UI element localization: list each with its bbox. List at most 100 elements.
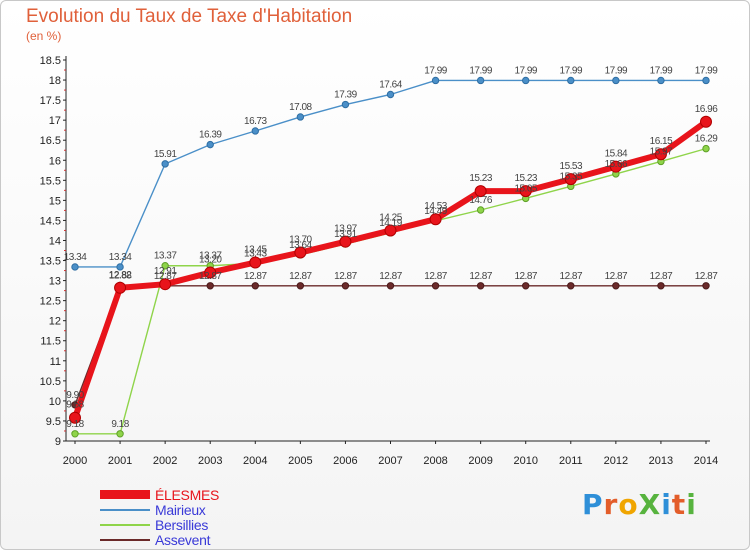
data-label-bersillies: 14.49 (424, 206, 447, 217)
x-tick-label: 2008 (423, 455, 447, 467)
data-point-mairieux (657, 76, 665, 85)
data-point-assevent (341, 282, 350, 290)
data-label-bersillies: 15.97 (650, 146, 673, 157)
x-tick-label: 2013 (649, 455, 673, 467)
legend-label-assevent: Assevent (155, 532, 211, 548)
data-point-mairieux (612, 76, 620, 85)
data-point-mairieux (341, 100, 350, 109)
y-tick-label: 16 (49, 155, 61, 167)
data-point-mairieux (702, 76, 710, 85)
y-tick-label: 17.5 (40, 95, 61, 107)
legend-swatch-mairieux (100, 509, 150, 511)
data-label-elesmes: 12.91 (154, 266, 177, 277)
data-point-elesmes (69, 411, 81, 424)
data-point-mairieux (161, 160, 169, 168)
legend-item-assevent: Assevent (100, 532, 320, 548)
data-label-bersillies: 15.35 (560, 171, 583, 182)
data-label-elesmes: 16.96 (695, 104, 718, 115)
data-point-mairieux (476, 76, 485, 85)
x-tick-label: 2011 (559, 455, 583, 467)
x-tick-label: 2009 (468, 455, 492, 467)
data-point-mairieux (251, 127, 259, 135)
data-point-mairieux (386, 90, 395, 99)
data-point-bersillies (71, 430, 79, 438)
data-label-assevent: 12.87 (379, 271, 402, 282)
series-lines (69, 76, 712, 438)
y-tick-label: 18.5 (40, 55, 61, 67)
logo-letter: t (671, 488, 687, 521)
data-label-elesmes: 15.23 (514, 173, 537, 184)
logo-letter: P (582, 488, 604, 521)
data-label-elesmes: 13.70 (289, 235, 312, 246)
logo-letter: o (618, 488, 639, 521)
data-point-mairieux (71, 263, 79, 271)
data-label-assevent: 12.87 (199, 271, 222, 282)
data-label-elesmes: 14.53 (424, 201, 447, 212)
data-label-bersillies: 15.66 (605, 159, 628, 170)
data-point-elesmes (429, 213, 442, 226)
data-point-assevent (296, 282, 305, 290)
data-label-elesmes: 13.97 (334, 224, 357, 235)
data-label-elesmes: 14.25 (379, 212, 402, 223)
legend-item-mairieux: Mairieux (100, 502, 320, 518)
unit-label: (en %) (26, 29, 62, 43)
data-label-assevent: 12.87 (514, 271, 537, 282)
data-label-bersillies: 13.64 (289, 240, 312, 251)
data-point-assevent (522, 282, 530, 290)
legend-item-bersillies: Bersillies (100, 517, 320, 533)
data-label-mairieux: 17.99 (650, 65, 673, 76)
y-tick-label: 12.5 (40, 296, 61, 308)
chart-title: Evolution du Taux de Taxe d'Habitation (26, 6, 353, 27)
x-tick-label: 2003 (198, 455, 222, 467)
data-point-assevent (251, 282, 259, 290)
data-label-elesmes: 15.84 (605, 149, 628, 160)
x-tick-label: 2004 (243, 455, 267, 467)
data-label-bersillies: 9.18 (111, 419, 129, 430)
data-label-bersillies: 15.05 (514, 183, 537, 194)
x-tick-label: 2010 (513, 455, 537, 467)
data-label-elesmes: 15.53 (560, 161, 583, 172)
legend-label-bersillies: Bersillies (155, 517, 209, 533)
y-tick-label: 15 (49, 195, 61, 207)
data-point-assevent (476, 282, 485, 290)
data-point-bersillies (476, 206, 485, 214)
data-label-mairieux: 15.91 (154, 149, 177, 160)
data-label-mairieux: 17.39 (334, 90, 357, 101)
series-line-mairieux (75, 79, 706, 268)
x-tick-label: 2012 (604, 455, 628, 467)
data-label-mairieux: 17.99 (514, 65, 537, 76)
data-label-assevent: 12.87 (605, 271, 628, 282)
data-label-assevent: 12.87 (289, 271, 312, 282)
y-tick-label: 17 (49, 115, 61, 127)
y-tick-label: 12 (49, 316, 61, 328)
legend-item-elesmes: ÉLESMES (100, 487, 320, 503)
data-label-assevent: 12.87 (154, 271, 177, 282)
legend-swatch-assevent (100, 539, 150, 541)
data-point-mairieux (522, 76, 530, 85)
data-point-elesmes (339, 235, 352, 248)
data-label-bersillies: 13.91 (334, 229, 357, 240)
data-label-elesmes: 13.20 (199, 255, 222, 266)
x-tick-label: 2001 (108, 455, 132, 467)
y-tick-label: 15.5 (40, 175, 61, 187)
y-tick-label: 11.5 (40, 336, 61, 348)
y-tick-label: 10.5 (40, 376, 61, 388)
y-tick-label: 9 (55, 436, 61, 448)
logo-letter: r (603, 488, 619, 521)
x-tick-label: 2002 (153, 455, 177, 467)
data-label-assevent: 12.88 (109, 270, 132, 281)
x-tick-label: 2014 (694, 455, 718, 467)
y-tick-label: 9.5 (46, 416, 61, 428)
axes: 9 9.5 10 10.5 11 11.5 12 12.5 13 13.5 14 14.5 15 15.5… (40, 55, 719, 467)
x-tick-label: 2005 (288, 455, 312, 467)
y-tick-label: 14.5 (40, 215, 61, 227)
data-label-assevent: 12.87 (469, 271, 492, 282)
data-label-mairieux: 17.99 (469, 65, 492, 76)
data-label-elesmes: 15.23 (469, 173, 492, 184)
data-label-mairieux: 13.34 (109, 252, 132, 263)
data-label-mairieux: 17.08 (289, 102, 312, 113)
data-point-elesmes (114, 281, 127, 294)
data-label-mairieux: 17.99 (605, 65, 628, 76)
data-point-assevent (702, 282, 710, 290)
